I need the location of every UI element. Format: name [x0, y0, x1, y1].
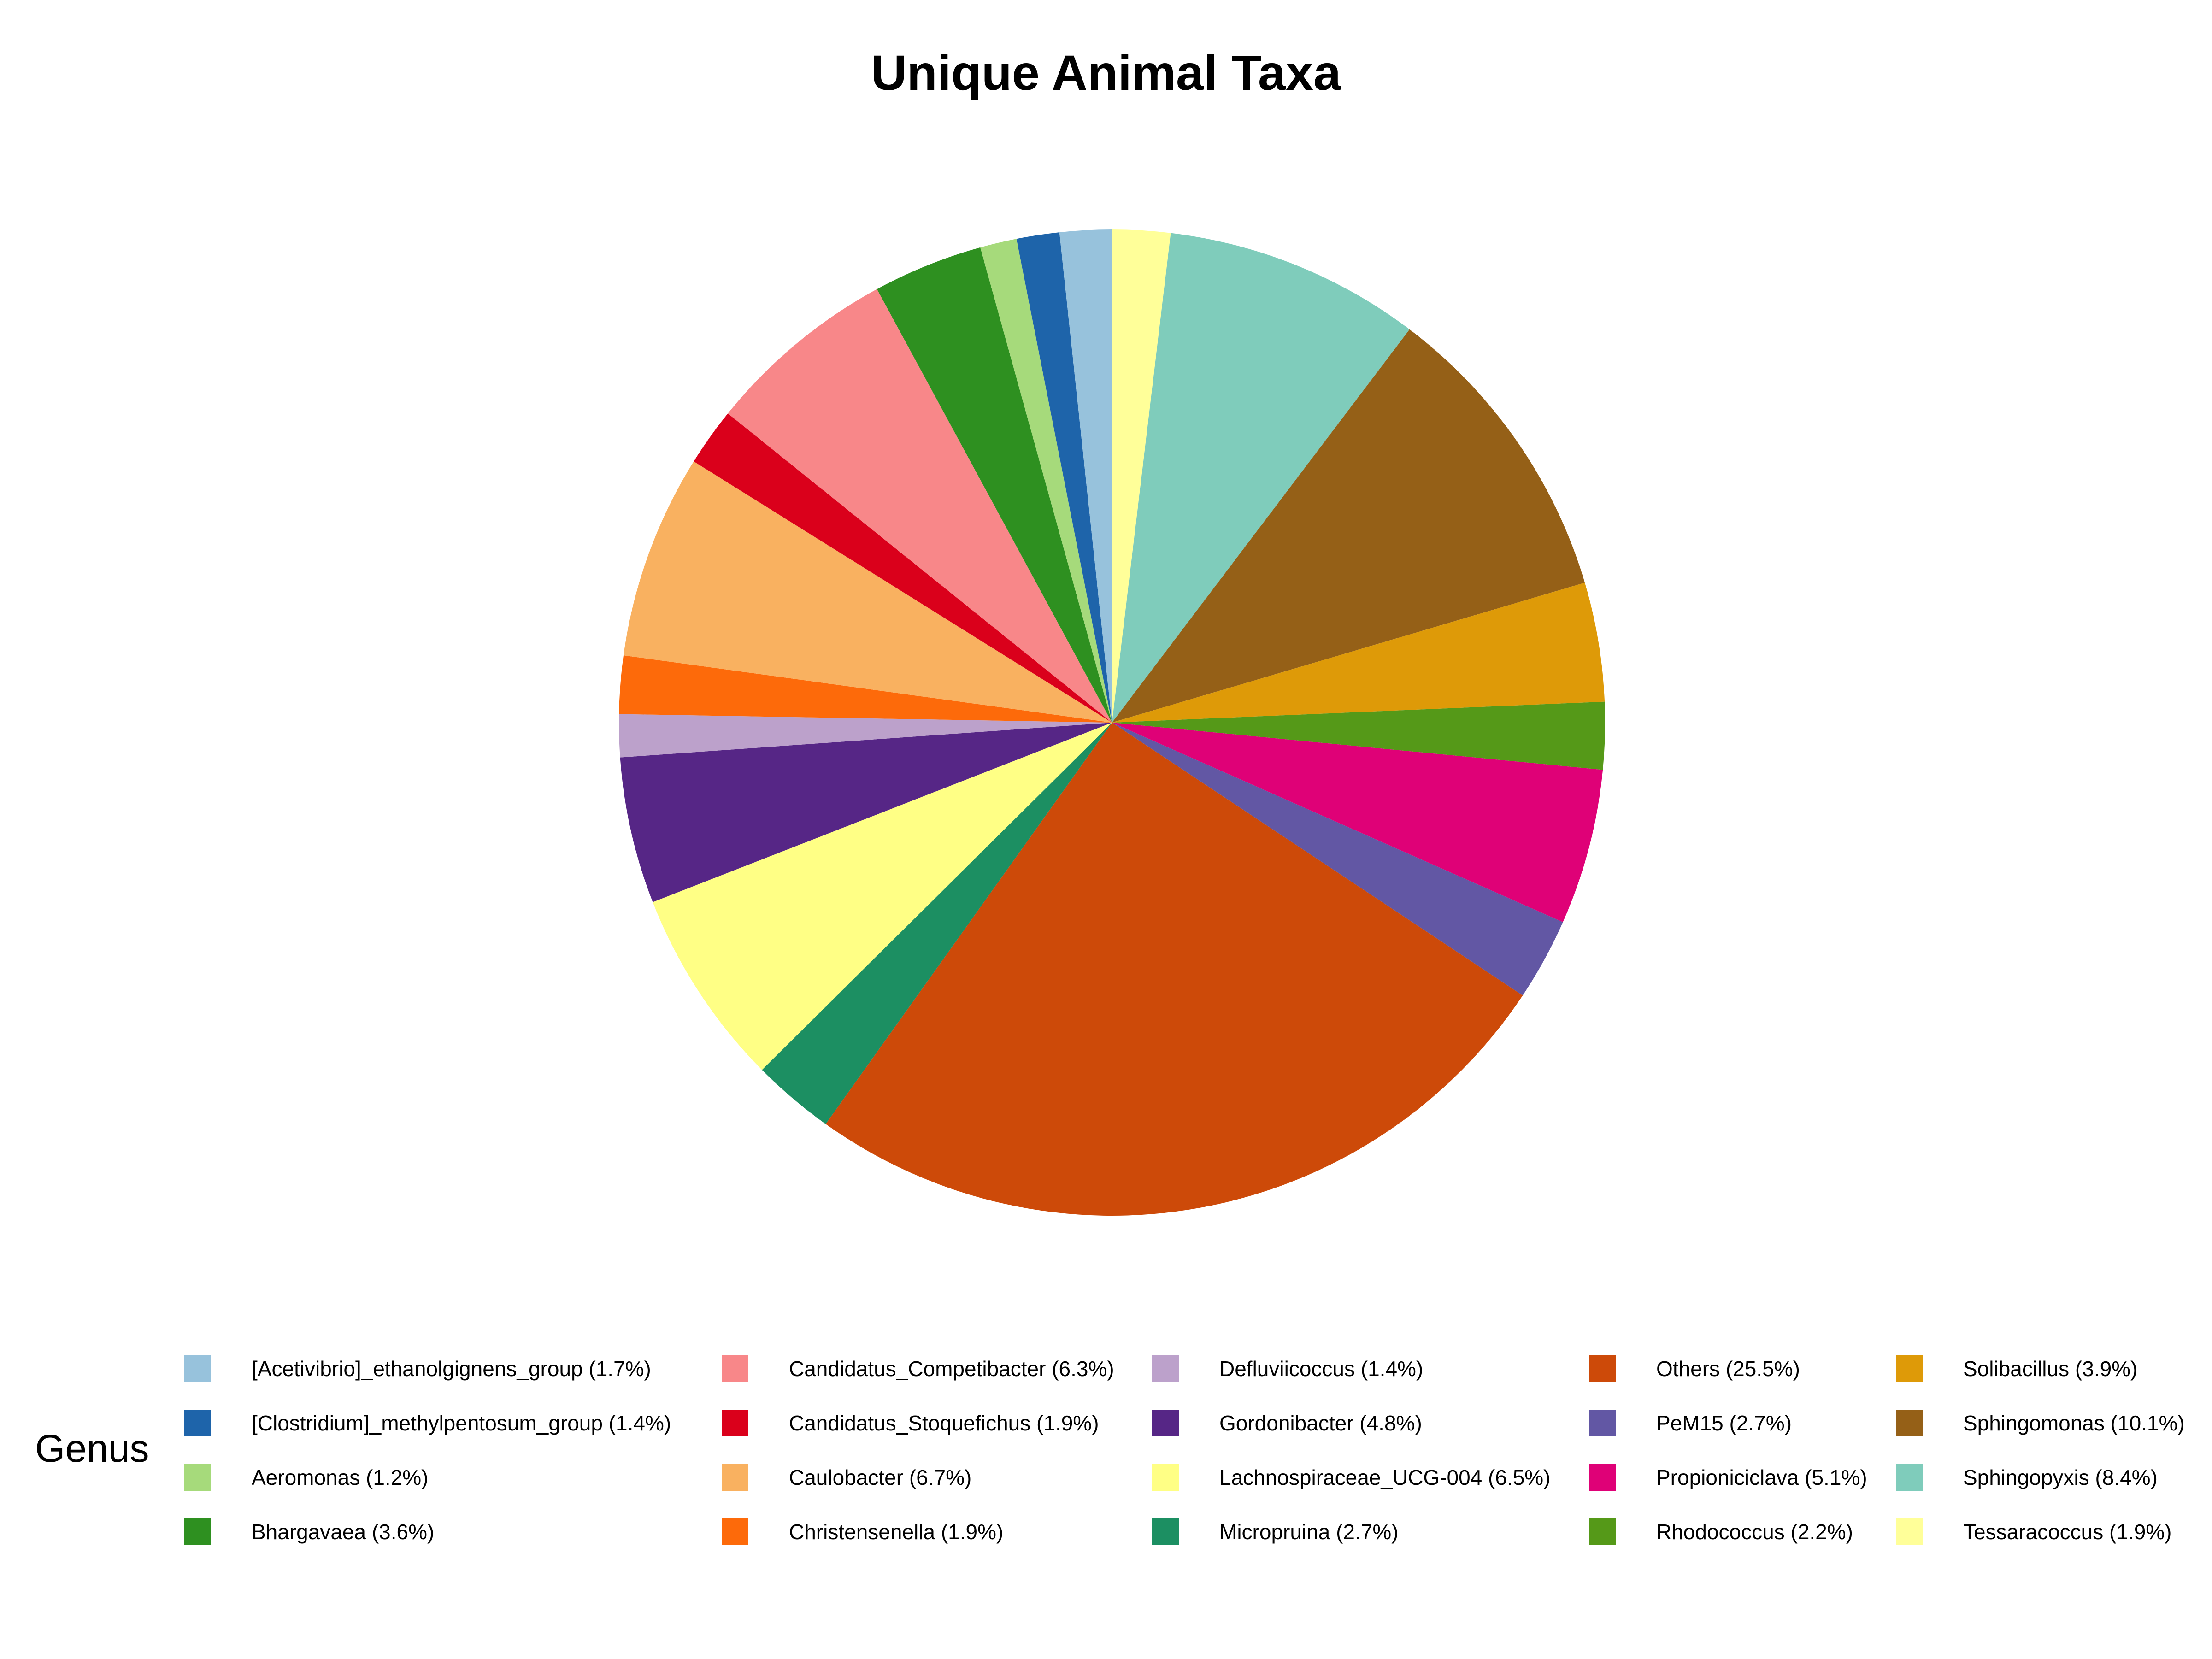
- legend-label: [Acetivibrio]_ethanolgignens_group (1.7%…: [252, 1357, 651, 1381]
- pie-slice-acetivibrio-ethanolgignens-group: [1059, 229, 1112, 723]
- legend-label: Micropruina (2.7%): [1219, 1520, 1399, 1544]
- legend-swatch: [722, 1464, 748, 1491]
- pie-slice-solibacillus: [1112, 582, 1605, 723]
- pie-slice-defluviicoccus: [619, 714, 1112, 758]
- legend-label: Others (25.5%): [1656, 1357, 1800, 1381]
- legend-item: Sphingopyxis (8.4%): [1896, 1461, 2158, 1494]
- legend-item: Christensenella (1.9%): [722, 1515, 1003, 1548]
- legend-item: Micropruina (2.7%): [1152, 1515, 1399, 1548]
- legend-swatch: [1589, 1518, 1616, 1545]
- legend-label: Aeromonas (1.2%): [252, 1465, 429, 1489]
- pie-slice-bhargavaea: [877, 247, 1112, 723]
- legend-swatch: [184, 1464, 211, 1491]
- legend-label: Candidatus_Competibacter (6.3%): [789, 1357, 1114, 1381]
- legend-label: Sphingopyxis (8.4%): [1963, 1465, 2158, 1489]
- pie-slice-micropruina: [762, 723, 1112, 1124]
- legend-label: Caulobacter (6.7%): [789, 1465, 972, 1489]
- legend-label: Tessaracoccus (1.9%): [1963, 1520, 2172, 1544]
- legend-item: [Acetivibrio]_ethanolgignens_group (1.7%…: [184, 1352, 651, 1385]
- pie-slice-caulobacter: [624, 461, 1112, 723]
- pie-slice-aeromonas: [980, 239, 1112, 723]
- legend-item: Lachnospiraceae_UCG-004 (6.5%): [1152, 1461, 1551, 1494]
- pie-slice-christensenella: [619, 655, 1112, 723]
- pie-slice-sphingopyxis: [1112, 233, 1410, 723]
- legend-item: Candidatus_Stoquefichus (1.9%): [722, 1406, 1099, 1440]
- legend-swatch: [1152, 1464, 1179, 1491]
- legend-swatch: [1152, 1410, 1179, 1436]
- pie-slice-propioniciclava: [1112, 723, 1603, 923]
- legend-item: Sphingomonas (10.1%): [1896, 1406, 2185, 1440]
- legend-item: Rhodococcus (2.2%): [1589, 1515, 1853, 1548]
- legend-swatch: [1152, 1355, 1179, 1382]
- pie-slice-candidatus-stoquefichus: [694, 413, 1112, 723]
- legend-label: Gordonibacter (4.8%): [1219, 1411, 1422, 1435]
- legend-label: Sphingomonas (10.1%): [1963, 1411, 2185, 1435]
- legend-label: Bhargavaea (3.6%): [252, 1520, 435, 1544]
- legend-swatch: [184, 1355, 211, 1382]
- pie-slice-tessaracoccus: [1112, 229, 1171, 723]
- legend-swatch: [1589, 1355, 1616, 1382]
- legend-item: Defluviicoccus (1.4%): [1152, 1352, 1423, 1385]
- legend-item: Propioniciclava (5.1%): [1589, 1461, 1867, 1494]
- legend-swatch: [1152, 1518, 1179, 1545]
- legend-item: Bhargavaea (3.6%): [184, 1515, 434, 1548]
- legend-swatch: [1896, 1355, 1923, 1382]
- legend-label: Christensenella (1.9%): [789, 1520, 1004, 1544]
- legend-swatch: [184, 1518, 211, 1545]
- chart-title: Unique Animal Taxa: [871, 45, 1341, 100]
- legend-label: PeM15 (2.7%): [1656, 1411, 1792, 1435]
- legend-item: PeM15 (2.7%): [1589, 1406, 1792, 1440]
- legend-label: Solibacillus (3.9%): [1963, 1357, 2138, 1381]
- pie-slice-sphingomonas: [1112, 329, 1585, 723]
- legend-item: Aeromonas (1.2%): [184, 1461, 429, 1494]
- legend-item: Tessaracoccus (1.9%): [1896, 1515, 2172, 1548]
- legend-item: Gordonibacter (4.8%): [1152, 1406, 1422, 1440]
- pie-slice-gordonibacter: [620, 723, 1112, 902]
- legend-swatch: [722, 1518, 748, 1545]
- legend-label: [Clostridium]_methylpentosum_group (1.4%…: [252, 1411, 671, 1435]
- pie-slice-rhodococcus: [1112, 701, 1606, 770]
- legend-item: Candidatus_Competibacter (6.3%): [722, 1352, 1114, 1385]
- legend-label: Defluviicoccus (1.4%): [1219, 1357, 1424, 1381]
- legend-swatch: [1589, 1464, 1616, 1491]
- legend: [Acetivibrio]_ethanolgignens_group (1.7%…: [184, 1352, 2203, 1573]
- legend-label: Rhodococcus (2.2%): [1656, 1520, 1853, 1544]
- legend-item: [Clostridium]_methylpentosum_group (1.4%…: [184, 1406, 671, 1440]
- legend-label: Candidatus_Stoquefichus (1.9%): [789, 1411, 1099, 1435]
- legend-swatch: [1896, 1518, 1923, 1545]
- pie-slice-clostridium-methylpentosum-group: [1016, 232, 1112, 723]
- legend-swatch: [1589, 1410, 1616, 1436]
- legend-label: Propioniciclava (5.1%): [1656, 1465, 1867, 1489]
- pie-slices: [619, 229, 1606, 1216]
- legend-swatch: [722, 1355, 748, 1382]
- legend-item: Caulobacter (6.7%): [722, 1461, 971, 1494]
- legend-title: Genus: [35, 1427, 149, 1470]
- legend-label: Lachnospiraceae_UCG-004 (6.5%): [1219, 1465, 1551, 1489]
- pie-slice-others: [825, 723, 1523, 1216]
- legend-item: Others (25.5%): [1589, 1352, 1800, 1385]
- pie-slice-pem15: [1112, 723, 1563, 996]
- legend-swatch: [1896, 1464, 1923, 1491]
- legend-swatch: [184, 1410, 211, 1436]
- legend-item: Solibacillus (3.9%): [1896, 1352, 2137, 1385]
- legend-swatch: [722, 1410, 748, 1436]
- pie-slice-lachnospiraceae-ucg-004: [653, 723, 1112, 1070]
- pie-slice-candidatus-competibacter: [728, 289, 1112, 723]
- legend-swatch: [1896, 1410, 1923, 1436]
